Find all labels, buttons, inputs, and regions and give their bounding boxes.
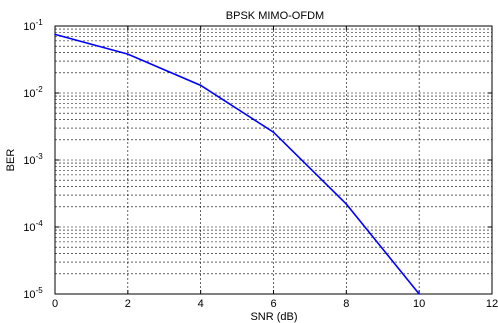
grid-lines — [54, 26, 493, 295]
x-tick-label: 0 — [52, 298, 58, 310]
chart-title: BPSK MIMO-OFDM — [226, 10, 324, 22]
x-tick-label: 6 — [270, 298, 276, 310]
y-tick-label: 10-2 — [23, 85, 43, 100]
data-point — [199, 84, 202, 87]
data-point — [418, 293, 420, 295]
x-tick-label: 10 — [413, 298, 425, 310]
x-tick-label: 12 — [486, 298, 498, 310]
y-tick-label: 10-4 — [23, 219, 43, 234]
y-tick-label: 10-5 — [23, 286, 43, 301]
data-point — [345, 203, 348, 205]
x-tick-label: 2 — [125, 298, 131, 310]
x-tick-label: 4 — [198, 298, 204, 310]
data-point — [127, 53, 129, 55]
x-axis-label: SNR (dB) — [250, 311, 297, 323]
y-tick-label: 10-3 — [23, 152, 43, 167]
y-axis-label: BER — [5, 149, 17, 172]
series-layer — [54, 33, 420, 295]
data-point — [272, 131, 275, 133]
y-axis-ticks: 10-5 10-4 10-3 10-2 10-1 — [23, 18, 492, 301]
series-line-0 — [54, 33, 420, 295]
x-axis-ticks: 0 2 4 6 8 10 12 — [52, 26, 498, 310]
x-tick-label: 8 — [343, 298, 349, 310]
data-point — [54, 33, 56, 36]
y-tick-label: 10-1 — [23, 18, 43, 33]
